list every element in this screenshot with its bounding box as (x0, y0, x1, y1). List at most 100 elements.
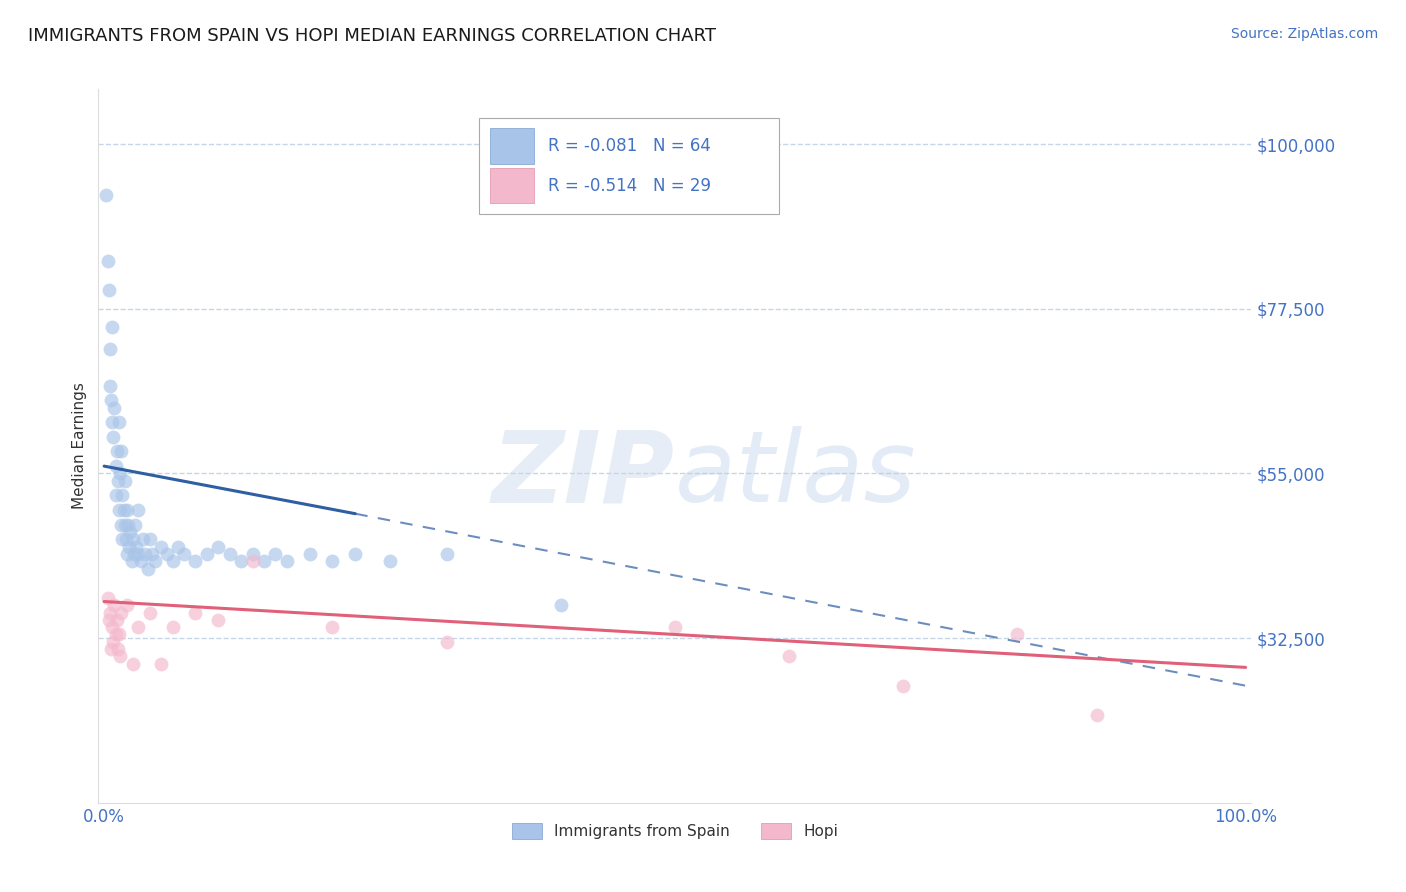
Point (891, 679, 914, 693)
Point (550, 598, 572, 612)
Point (264, 547, 287, 561)
Point (150, 657, 173, 671)
Point (114, 533, 136, 547)
Point (141, 547, 163, 561)
Point (108, 627, 131, 641)
Point (127, 503, 149, 517)
Point (107, 642, 129, 657)
Point (101, 620, 124, 634)
Point (96, 188, 118, 202)
Point (101, 320, 124, 334)
Bar (491, 128, 534, 164)
Point (108, 649, 131, 664)
Point (436, 547, 458, 561)
Point (100, 642, 122, 657)
Point (242, 547, 264, 561)
Point (124, 517, 146, 532)
Point (778, 649, 800, 664)
Point (108, 467, 131, 481)
Point (118, 540, 141, 554)
Point (97, 613, 120, 627)
Point (111, 533, 134, 547)
Point (98, 606, 121, 620)
Point (298, 547, 321, 561)
Point (321, 620, 343, 634)
Text: R = -0.081   N = 64: R = -0.081 N = 64 (548, 137, 711, 155)
Y-axis label: Median Earnings: Median Earnings (72, 383, 87, 509)
Point (121, 554, 143, 568)
Text: ZIP: ZIP (492, 426, 675, 523)
Point (120, 524, 142, 539)
Text: atlas: atlas (675, 426, 917, 523)
Point (103, 598, 125, 612)
Point (173, 547, 195, 561)
Point (321, 554, 343, 568)
Point (167, 540, 190, 554)
Point (114, 517, 136, 532)
Point (103, 401, 125, 415)
Point (121, 533, 143, 547)
Point (98, 378, 121, 392)
Point (108, 415, 131, 429)
Point (1007, 627, 1029, 641)
Point (107, 474, 129, 488)
Point (229, 554, 252, 568)
Point (108, 503, 131, 517)
Point (114, 474, 136, 488)
Point (156, 547, 179, 561)
Point (664, 620, 686, 634)
Point (184, 554, 207, 568)
Text: R = -0.514   N = 29: R = -0.514 N = 29 (548, 177, 711, 194)
FancyBboxPatch shape (479, 118, 779, 214)
Point (134, 547, 156, 561)
Point (103, 634, 125, 648)
Point (207, 613, 229, 627)
Point (115, 503, 138, 517)
Point (1085, 708, 1108, 723)
Point (150, 540, 173, 554)
Point (276, 554, 298, 568)
Point (242, 554, 264, 568)
Point (207, 540, 229, 554)
Point (184, 606, 207, 620)
Point (111, 488, 134, 502)
Point (100, 393, 122, 408)
Point (117, 517, 139, 532)
Point (97, 284, 120, 298)
Point (105, 613, 128, 627)
Point (104, 459, 127, 474)
Point (110, 606, 132, 620)
Point (104, 627, 127, 641)
Point (110, 444, 132, 458)
Point (218, 547, 240, 561)
Point (253, 554, 276, 568)
Point (139, 606, 162, 620)
Point (105, 444, 128, 458)
Point (162, 554, 184, 568)
Point (98, 342, 121, 356)
Point (195, 547, 218, 561)
Point (436, 634, 458, 648)
Text: IMMIGRANTS FROM SPAIN VS HOPI MEDIAN EARNINGS CORRELATION CHART: IMMIGRANTS FROM SPAIN VS HOPI MEDIAN EAR… (28, 27, 716, 45)
Point (127, 620, 149, 634)
Point (122, 547, 145, 561)
Bar (491, 168, 534, 203)
Point (115, 598, 138, 612)
Point (115, 547, 138, 561)
Text: Source: ZipAtlas.com: Source: ZipAtlas.com (1230, 27, 1378, 41)
Point (110, 517, 132, 532)
Point (344, 547, 367, 561)
Point (101, 415, 124, 429)
Point (162, 620, 184, 634)
Point (132, 533, 155, 547)
Point (125, 540, 148, 554)
Point (378, 554, 401, 568)
Point (96, 591, 118, 605)
Point (139, 533, 162, 547)
Legend: Immigrants from Spain, Hopi: Immigrants from Spain, Hopi (505, 817, 845, 845)
Point (145, 554, 167, 568)
Point (104, 488, 127, 502)
Point (103, 430, 125, 444)
Point (129, 554, 152, 568)
Point (121, 657, 143, 671)
